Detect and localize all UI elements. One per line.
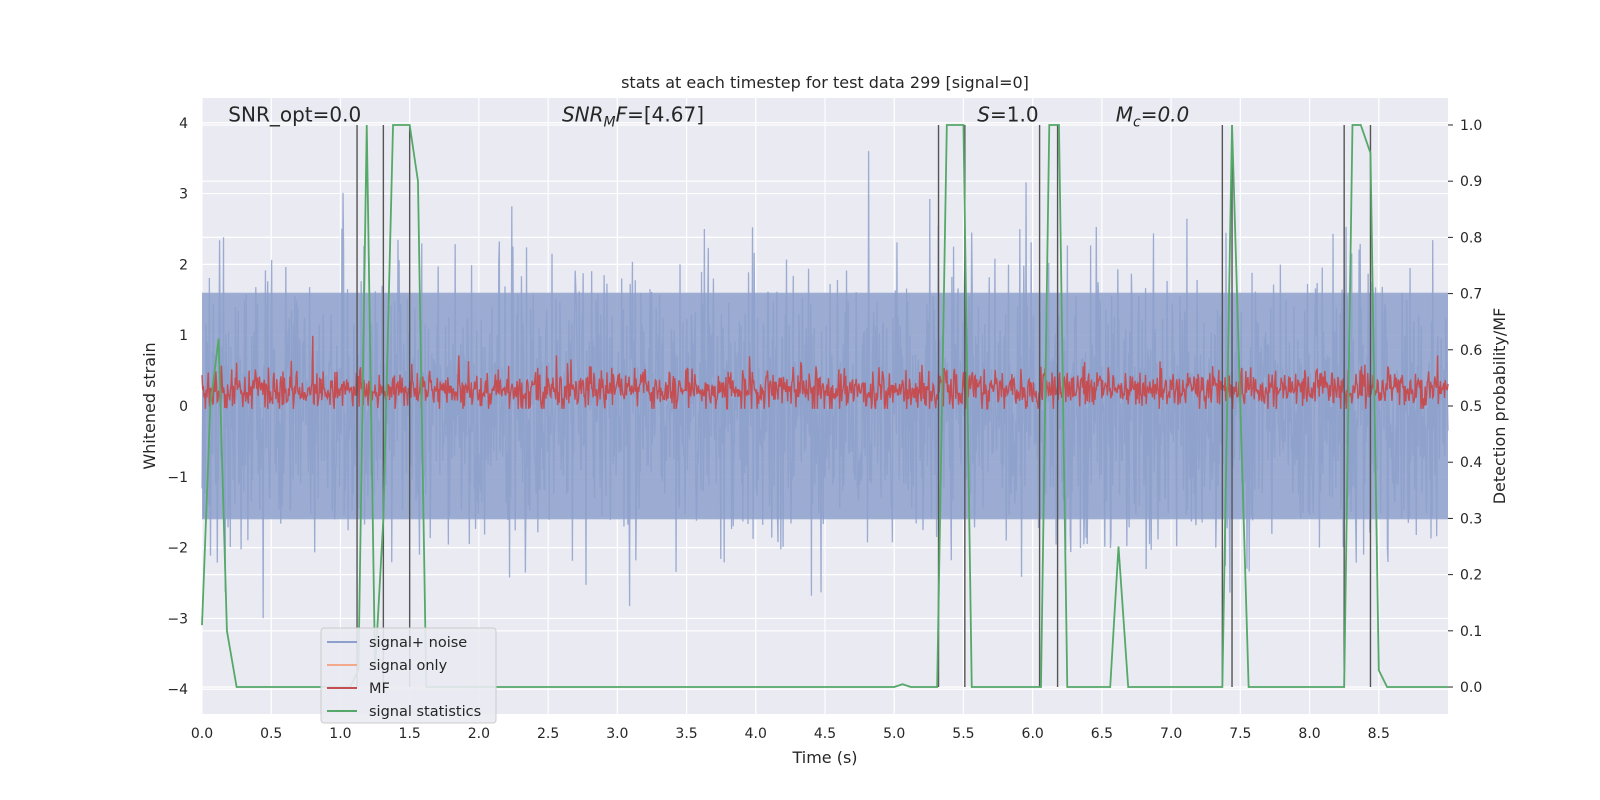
x-tick-label: 3.5: [675, 726, 697, 742]
series-signal-statistics: [201, 124, 1448, 688]
y2-tick-label: 0.2: [1460, 568, 1482, 584]
legend-label: signal only: [369, 658, 448, 674]
x-tick-label: 5.5: [952, 726, 974, 742]
y-tick-label: 1: [179, 328, 188, 344]
y-axis-label: Whitened strain: [140, 342, 159, 469]
y2-tick-label: 0.9: [1460, 174, 1482, 190]
y-tick-label: 3: [179, 187, 188, 203]
x-tick-label: 7.0: [1160, 726, 1182, 742]
annotation-main: SNR: [562, 103, 604, 127]
y2-tick-label: 0.7: [1460, 287, 1482, 303]
y2-tick-label: 0.1: [1460, 624, 1482, 640]
legend-label: MF: [369, 681, 390, 697]
annotation-value: =[4.67]: [627, 103, 704, 127]
annotation-mc-value: Mc=0.0: [1116, 103, 1190, 131]
x-tick-label: 5.0: [883, 726, 905, 742]
y-tick-label: 0: [179, 399, 188, 415]
y2-tick-label: 0.0: [1460, 680, 1482, 696]
annotation-main: M: [1116, 103, 1133, 127]
x-tick-label: 0.5: [260, 726, 282, 742]
annotation-rest: =1.0: [990, 103, 1039, 127]
y-tick-label: −2: [167, 541, 188, 557]
x-tick-label: 4.0: [745, 726, 767, 742]
x-tick-label: 7.5: [1229, 726, 1251, 742]
x-tick-label: 1.0: [329, 726, 351, 742]
annotations: SNR_opt=0.0 SNRMF=[4.67] S=1.0 Mc=0.0: [228, 103, 1189, 131]
legend: signal+ noise signal only MF signal statist…: [320, 627, 497, 724]
y-tick-label: −3: [167, 611, 188, 627]
x-tick-label: 6.5: [1091, 726, 1113, 742]
y2-tick-label: 0.8: [1460, 230, 1482, 246]
y2-tick-label: 0.3: [1460, 511, 1482, 527]
y-tick-label: 4: [179, 116, 188, 132]
y-tick-label: −4: [167, 682, 188, 698]
axis-ticks: 0.0 0.5 1.0 1.5 2.0 2.5 3.0 3.5 4.0 4.5 5.0 5.5 6.0 6…: [167, 116, 1482, 742]
x-axis-label: Time (s): [791, 748, 857, 767]
y-tick-label: 2: [179, 257, 188, 273]
signal-statistics-line: [201, 124, 1448, 688]
x-tick-label: 8.0: [1298, 726, 1320, 742]
y-tick-label: −1: [167, 470, 188, 486]
legend-box: [320, 627, 497, 724]
annotation-s-value: S=1.0: [977, 103, 1038, 127]
x-tick-label: 1.5: [399, 726, 421, 742]
x-tick-label: 6.0: [1022, 726, 1044, 742]
annotation-rest: =0.0: [1141, 103, 1190, 127]
annotation-sub: c: [1133, 115, 1141, 131]
x-tick-label: 2.5: [537, 726, 559, 742]
x-tick-label: 0.0: [191, 726, 213, 742]
detection-markers: [356, 124, 1372, 688]
annotation-snr-opt: SNR_opt=0.0: [228, 103, 361, 127]
legend-label: signal statistics: [369, 704, 481, 720]
y2-tick-label: 0.6: [1460, 343, 1482, 359]
x-tick-label: 3.0: [606, 726, 628, 742]
annotation-main: S: [977, 103, 990, 127]
y2-tick-label: 0.4: [1460, 455, 1482, 471]
annotation-rest: F: [616, 103, 628, 127]
annotation-sub: M: [604, 115, 616, 131]
annotation-snr-mf: SNRMF=[4.67]: [562, 103, 704, 131]
chart-title: stats at each timestep for test data 299…: [621, 73, 1029, 92]
legend-label: signal+ noise: [369, 635, 467, 651]
y2-axis-label: Detection probability/MF: [1490, 308, 1509, 505]
y2-tick-label: 1.0: [1460, 118, 1482, 134]
y2-tick-label: 0.5: [1460, 399, 1482, 415]
x-tick-label: 2.0: [468, 726, 490, 742]
x-tick-label: 8.5: [1368, 726, 1390, 742]
x-tick-label: 4.5: [814, 726, 836, 742]
annotation-main: SNR_opt=0.0: [228, 103, 361, 127]
